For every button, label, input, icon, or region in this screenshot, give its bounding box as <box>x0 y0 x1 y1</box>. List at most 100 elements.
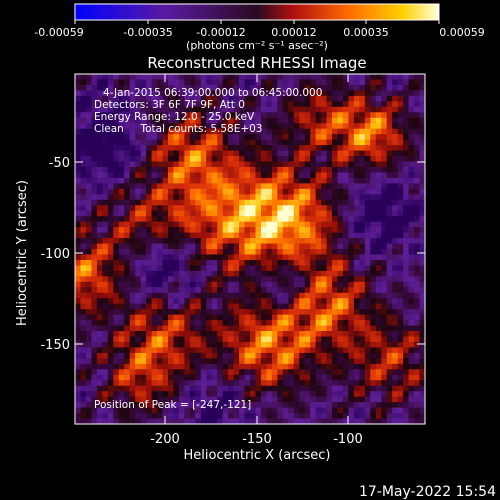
heatmap-cell <box>173 188 180 195</box>
heatmap-cell <box>299 396 306 403</box>
heatmap-cell <box>222 270 229 277</box>
heatmap-cell <box>140 407 147 414</box>
heatmap-cell <box>200 172 207 179</box>
heatmap-cell <box>146 199 152 206</box>
heatmap-cell <box>403 292 409 299</box>
heatmap-cell <box>342 112 349 119</box>
heatmap-cell <box>397 309 404 316</box>
heatmap-cell <box>282 128 289 135</box>
heatmap-cell <box>288 358 295 365</box>
heatmap-cell <box>353 287 360 294</box>
heatmap-cell <box>200 177 207 184</box>
heatmap-cell <box>321 123 327 130</box>
heatmap-cell <box>118 74 125 80</box>
heatmap-cell <box>75 90 81 97</box>
heatmap-cell <box>200 150 207 157</box>
heatmap-cell <box>189 210 196 217</box>
heatmap-cell <box>277 79 284 86</box>
heatmap-cell <box>392 369 399 376</box>
heatmap-cell <box>211 161 218 168</box>
heatmap-cell <box>75 292 81 299</box>
heatmap-cell <box>364 281 371 288</box>
heatmap-cell <box>200 407 207 414</box>
heatmap-cell <box>414 183 420 190</box>
heatmap-cell <box>353 210 360 217</box>
heatmap-cell <box>167 216 174 223</box>
heatmap-cell <box>255 183 262 190</box>
heatmap-cell <box>189 276 196 283</box>
heatmap-cell <box>167 74 174 80</box>
heatmap-cell <box>167 358 174 365</box>
heatmap-cell <box>370 238 377 244</box>
heatmap-cell <box>129 123 136 130</box>
heatmap-cell <box>326 221 333 228</box>
heatmap-cell <box>381 363 388 370</box>
heatmap-cell <box>337 172 344 179</box>
heatmap-cell <box>419 358 426 365</box>
heatmap-cell <box>326 292 333 299</box>
heatmap-cell <box>315 336 322 343</box>
heatmap-cell <box>233 79 240 86</box>
heatmap-cell <box>146 320 152 326</box>
heatmap-cell <box>195 79 202 86</box>
heatmap-cell <box>135 205 142 212</box>
heatmap-cell <box>288 331 295 337</box>
heatmap-cell <box>124 402 131 408</box>
heatmap-cell <box>299 292 306 299</box>
heatmap-cell <box>239 205 245 212</box>
heatmap-cell <box>102 325 109 332</box>
heatmap-cell <box>381 276 388 283</box>
heatmap-cell <box>140 139 147 146</box>
heatmap-cell <box>217 112 224 119</box>
heatmap-cell <box>271 117 278 124</box>
heatmap-cell <box>282 402 289 408</box>
heatmap-cell <box>239 90 245 97</box>
heatmap-cell <box>162 210 169 217</box>
heatmap-cell <box>222 166 229 173</box>
heatmap-cell <box>200 243 207 250</box>
heatmap-cell <box>200 227 207 233</box>
heatmap-cell <box>370 402 377 408</box>
heatmap-cell <box>244 194 251 201</box>
heatmap-cell <box>178 276 185 283</box>
heatmap-cell <box>326 172 333 179</box>
heatmap-cell <box>124 145 131 151</box>
heatmap-cell <box>414 238 420 244</box>
heatmap-cell <box>403 221 409 228</box>
heatmap-cell <box>244 292 251 299</box>
heatmap-cell <box>173 134 180 141</box>
heatmap-cell <box>96 259 103 266</box>
heatmap-cell <box>342 139 349 146</box>
heatmap-cell <box>211 287 218 294</box>
heatmap-cell <box>135 150 142 157</box>
heatmap-cell <box>332 117 338 124</box>
heatmap-cell <box>408 276 415 283</box>
heatmap-cell <box>233 292 240 299</box>
heatmap-cell <box>359 84 366 91</box>
heatmap-cell <box>173 243 180 250</box>
heatmap-cell <box>282 188 289 195</box>
heatmap-cell <box>277 139 284 146</box>
heatmap-cell <box>282 320 289 326</box>
heatmap-cell <box>233 407 240 414</box>
heatmap-cell <box>288 374 295 381</box>
heatmap-cell <box>397 281 404 288</box>
heatmap-cell <box>222 106 229 113</box>
heatmap-cell <box>260 407 267 414</box>
heatmap-cell <box>310 134 317 141</box>
heatmap-cell <box>173 238 180 244</box>
heatmap-cell <box>392 391 399 398</box>
heatmap-cell <box>151 243 158 250</box>
heatmap-cell <box>348 74 355 80</box>
heatmap-cell <box>315 347 322 354</box>
heatmap-cell <box>359 238 366 244</box>
heatmap-cell <box>408 314 415 321</box>
heatmap-cell <box>113 325 120 332</box>
heatmap-cell <box>118 347 125 354</box>
heatmap-cell <box>419 188 426 195</box>
heatmap-cell <box>288 112 295 119</box>
heatmap-cell <box>184 352 191 359</box>
heatmap-cell <box>342 314 349 321</box>
heatmap-cell <box>403 363 409 370</box>
heatmap-cell <box>282 139 289 146</box>
